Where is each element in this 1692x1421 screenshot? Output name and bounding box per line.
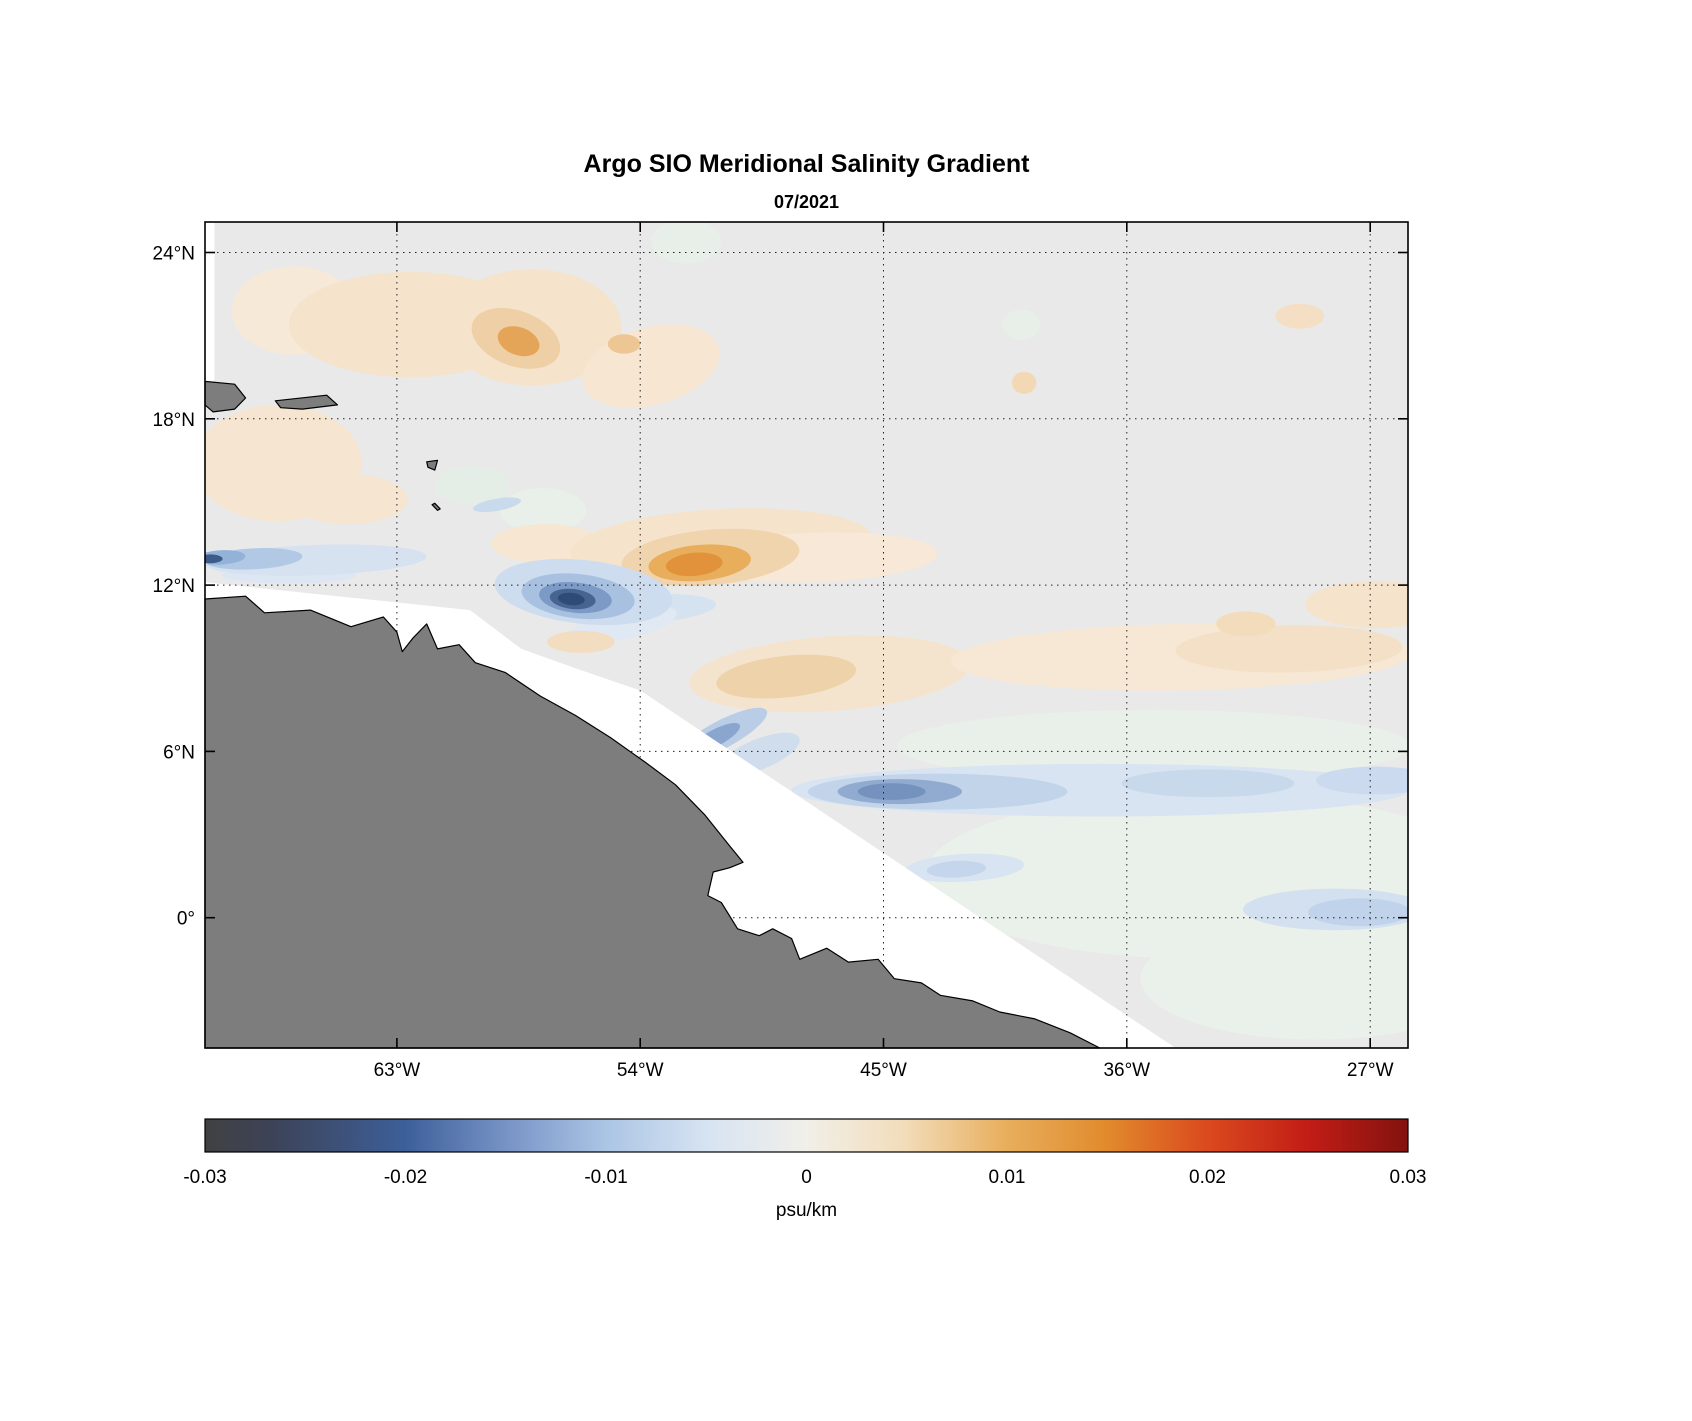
lat-tick-label: 12°N bbox=[153, 576, 195, 597]
island-3 bbox=[431, 502, 441, 511]
contour-neg-band-13N-dark bbox=[205, 554, 223, 564]
south-america-landmass bbox=[204, 595, 1101, 1049]
lat-tick-label: 0° bbox=[177, 909, 195, 930]
contour-pos-ne-edge bbox=[1275, 303, 1325, 329]
contour-weak-neg-band-6N bbox=[897, 709, 1408, 782]
colorbar-tick-label: 0 bbox=[801, 1167, 812, 1188]
island-1 bbox=[274, 394, 339, 410]
contour-weak-neg-green-ne bbox=[1002, 309, 1041, 340]
lon-tick-label: 36°W bbox=[1103, 1060, 1150, 1081]
colorbar-tick-label: 0.02 bbox=[1189, 1167, 1226, 1188]
contour-weak-neg-green-top bbox=[651, 222, 722, 264]
colorbar-tick-label: -0.03 bbox=[183, 1167, 226, 1188]
lat-tick-label: 18°N bbox=[153, 410, 195, 431]
contour-neg-blue-dash-15N bbox=[473, 497, 521, 513]
chart-subtitle: 07/2021 bbox=[773, 192, 840, 212]
colorbar: -0.03 -0.02 -0.01 0 0.01 0.02 0.03 psu/km bbox=[183, 1118, 1427, 1221]
contour-pos-dot-ne bbox=[1011, 371, 1037, 394]
lat-tick-label: 6°N bbox=[163, 742, 195, 763]
colorbar-tick-label: 0.01 bbox=[989, 1167, 1026, 1188]
contour-neg-4p8N-east bbox=[1121, 769, 1295, 798]
island-2 bbox=[426, 459, 439, 471]
contour-pos-nw-core-21N-58W bbox=[497, 326, 540, 357]
land-mask bbox=[204, 380, 1101, 1049]
contour-pos-spot-10N bbox=[547, 630, 615, 654]
contour-weak-neg-green-ml2 bbox=[499, 488, 587, 533]
contour-neg-4p9N-edge bbox=[1316, 766, 1408, 795]
contour-neg-blob-peak-11N-56W bbox=[557, 592, 585, 606]
contour-neg-band-4p5N-peak bbox=[857, 783, 926, 800]
chart-title: Argo SIO Meridional Salinity Gradient bbox=[583, 150, 1030, 178]
contour-weak-pos-w-band-2 bbox=[288, 474, 408, 525]
grid-lines bbox=[205, 222, 1408, 1048]
colorbar-tick-label: -0.02 bbox=[384, 1167, 427, 1188]
contour-neg-2N-core bbox=[926, 860, 987, 878]
lon-tick-label: 45°W bbox=[860, 1060, 907, 1081]
salinity-gradient-contours bbox=[205, 222, 1408, 1040]
contour-pos-13N-peak-13N-52W bbox=[665, 552, 723, 577]
contour-neg-0N-east-core bbox=[1307, 898, 1408, 927]
contour-weak-neg-low-2 bbox=[1140, 917, 1408, 1040]
lon-tick-label: 63°W bbox=[374, 1060, 421, 1081]
plot-border bbox=[204, 221, 1409, 1049]
colorbar-tick-label: -0.01 bbox=[584, 1167, 627, 1188]
lat-tick-label: 24°N bbox=[153, 244, 195, 265]
contour-weak-neg-green-ml1 bbox=[434, 465, 511, 505]
contour-pos-edge-11N bbox=[1305, 580, 1408, 629]
colorbar-unit-label: psu/km bbox=[776, 1200, 837, 1221]
contour-pos-band-9N-core bbox=[716, 654, 857, 699]
axes: 63°W 54°W 45°W 36°W 27°W 24°N 18°N 12°N 6°N 0° bbox=[153, 221, 1409, 1081]
lon-tick-label: 27°W bbox=[1347, 1060, 1394, 1081]
contour-pos-spot-10p5N bbox=[1216, 611, 1276, 637]
contour-pos-band-east-core bbox=[1175, 625, 1403, 673]
lon-tick-label: 54°W bbox=[617, 1060, 664, 1081]
colorbar-tick-label: 0.03 bbox=[1390, 1167, 1427, 1188]
colorbar-strip bbox=[204, 1118, 1409, 1153]
contour-pos-nw-spot bbox=[607, 334, 641, 354]
